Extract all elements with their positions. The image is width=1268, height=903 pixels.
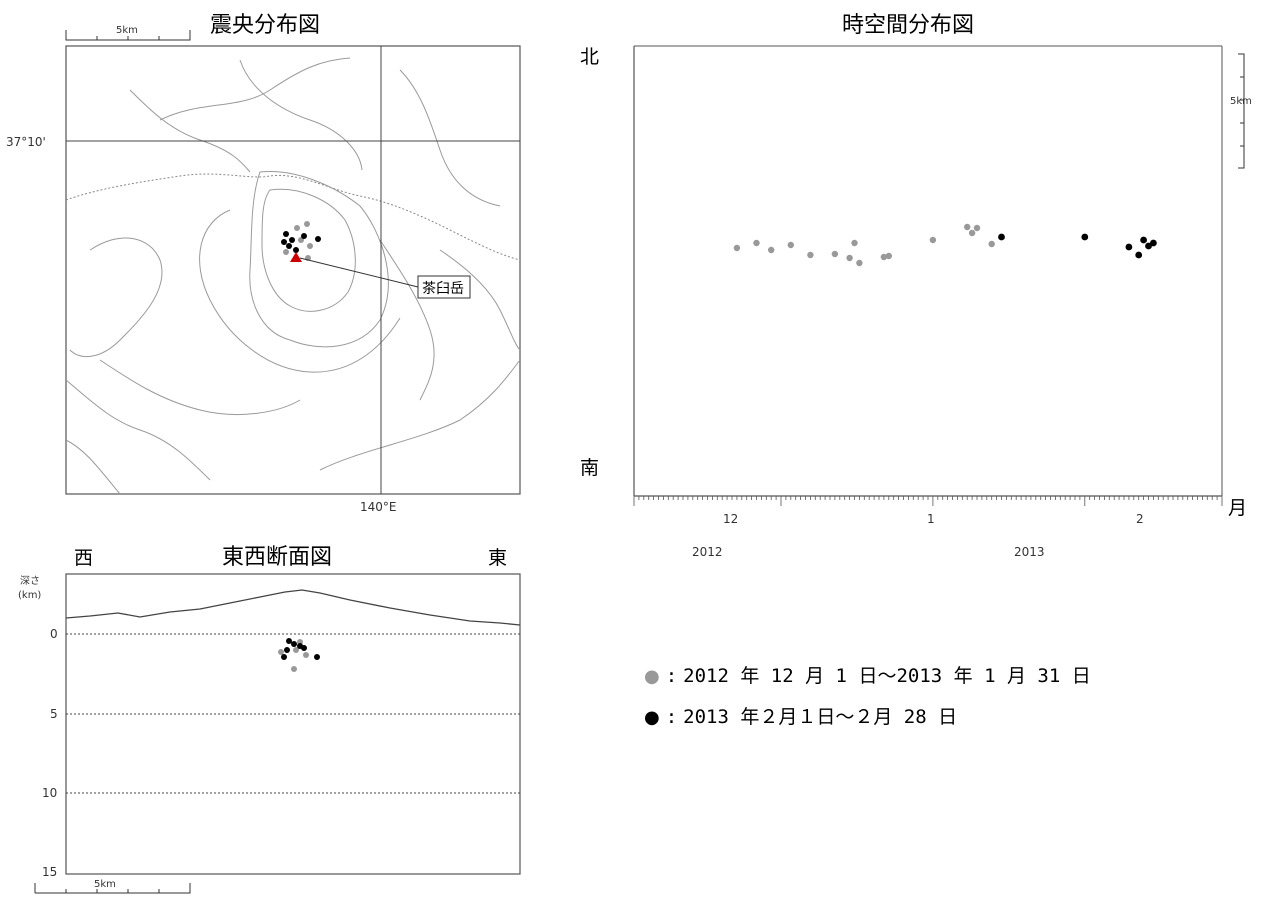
spacetime-point-black	[1081, 233, 1089, 241]
topography-profile	[65, 589, 521, 626]
legend-gray-text: 2012 年 12 月 1 日～2013 年 1 月 31 日	[683, 665, 1091, 687]
depth-tick-15: 15	[42, 865, 57, 879]
cross-section-scale-bar	[34, 883, 191, 894]
legend-separator: :	[665, 665, 678, 687]
epicenter-scale-bar	[65, 30, 191, 41]
month-unit-label: 月	[1228, 497, 1247, 519]
spacetime-point-black	[998, 233, 1005, 241]
spacetime-point-black	[1140, 236, 1147, 244]
cross-section: 東西断面図 西 東 深さ (km) 0 5 10 15	[18, 545, 521, 894]
spacetime-title: 時空間分布図	[842, 13, 974, 38]
spacetime-point-gray	[885, 252, 892, 260]
spacetime-point-gray	[968, 229, 976, 237]
spacetime-point-gray	[973, 224, 981, 232]
spacetime-point-gray	[988, 240, 995, 248]
spacetime-point-gray	[851, 239, 858, 247]
east-label: 東	[488, 547, 507, 569]
prefecture-border	[65, 173, 521, 261]
spacetime-point-black	[1125, 243, 1133, 251]
spacetime-point-gray	[929, 236, 937, 244]
epicenter-scale-label: 5km	[116, 25, 138, 36]
spacetime-point-gray	[733, 244, 741, 252]
epicenter-points-black	[281, 231, 321, 253]
hypocenter-points-black	[281, 638, 320, 660]
spacetime-point-gray	[856, 259, 863, 267]
south-label: 南	[580, 457, 599, 479]
depth-label-1: 深さ	[20, 575, 40, 587]
epicenter-map-title: 震央分布図	[210, 13, 320, 38]
chausudake-crater-icon	[290, 252, 302, 262]
cross-section-scale-label: 5km	[94, 879, 116, 890]
legend-separator: :	[665, 706, 678, 728]
legend-black-text: 2013 年２月１日～２月 28 日	[683, 706, 958, 728]
spacetime-scale-label: 5km	[1230, 96, 1252, 107]
depth-label-2: (km)	[18, 590, 41, 601]
spacetime-points	[733, 223, 1157, 267]
latitude-label: 37°10'	[6, 135, 46, 149]
north-label: 北	[580, 46, 599, 68]
spacetime-point-black	[1150, 239, 1157, 247]
spacetime-point-gray	[787, 241, 794, 249]
spacetime-point-gray	[846, 254, 853, 262]
depth-tick-5: 5	[50, 707, 58, 721]
depth-tick-10: 10	[42, 786, 57, 800]
spacetime-point-gray	[753, 239, 760, 247]
year-label-2013: 2013	[1014, 545, 1045, 559]
topographic-contours	[65, 57, 521, 495]
epicenter-map: 震央分布図 5km	[6, 13, 521, 514]
spacetime-point-gray	[880, 253, 888, 261]
spacetime-point-gray	[807, 251, 814, 259]
spacetime-scale-bar	[1238, 53, 1245, 169]
month-tick-label-feb: 2	[1136, 512, 1144, 526]
cross-section-frame	[65, 573, 521, 875]
black-marker-icon: ●	[644, 707, 660, 728]
depth-tick-0: 0	[50, 627, 58, 641]
month-tick-label-dec: 12	[723, 512, 738, 526]
west-label: 西	[74, 547, 93, 569]
cross-section-title: 東西断面図	[222, 545, 332, 570]
month-tick-label-jan: 1	[927, 512, 935, 526]
spacetime-point-gray	[768, 246, 775, 254]
longitude-label: 140°E	[360, 500, 397, 514]
epicenter-map-frame	[65, 45, 521, 495]
year-label-2012: 2012	[692, 545, 723, 559]
spacetime-point-black	[1135, 251, 1143, 259]
callout-label: 茶臼岳	[422, 281, 464, 297]
spacetime-point-gray	[831, 250, 839, 258]
spacetime-day-ticks	[633, 496, 1223, 506]
spacetime-point-gray	[964, 223, 971, 231]
gray-marker-icon: ●	[644, 666, 660, 687]
epicenter-points-gray	[283, 221, 313, 261]
depth-gridlines	[66, 633, 520, 794]
legend-item-black: ●:2013 年２月１日～２月 28 日	[644, 705, 957, 730]
spacetime-plot: 時空間分布図 北 南 5km 12 1 2 月 2012 2013	[580, 13, 1252, 559]
callout-leader	[299, 257, 419, 288]
callout-box	[417, 275, 471, 299]
spacetime-point-black	[1145, 242, 1152, 250]
legend-item-gray: ●:2012 年 12 月 1 日～2013 年 1 月 31 日	[644, 664, 1091, 689]
